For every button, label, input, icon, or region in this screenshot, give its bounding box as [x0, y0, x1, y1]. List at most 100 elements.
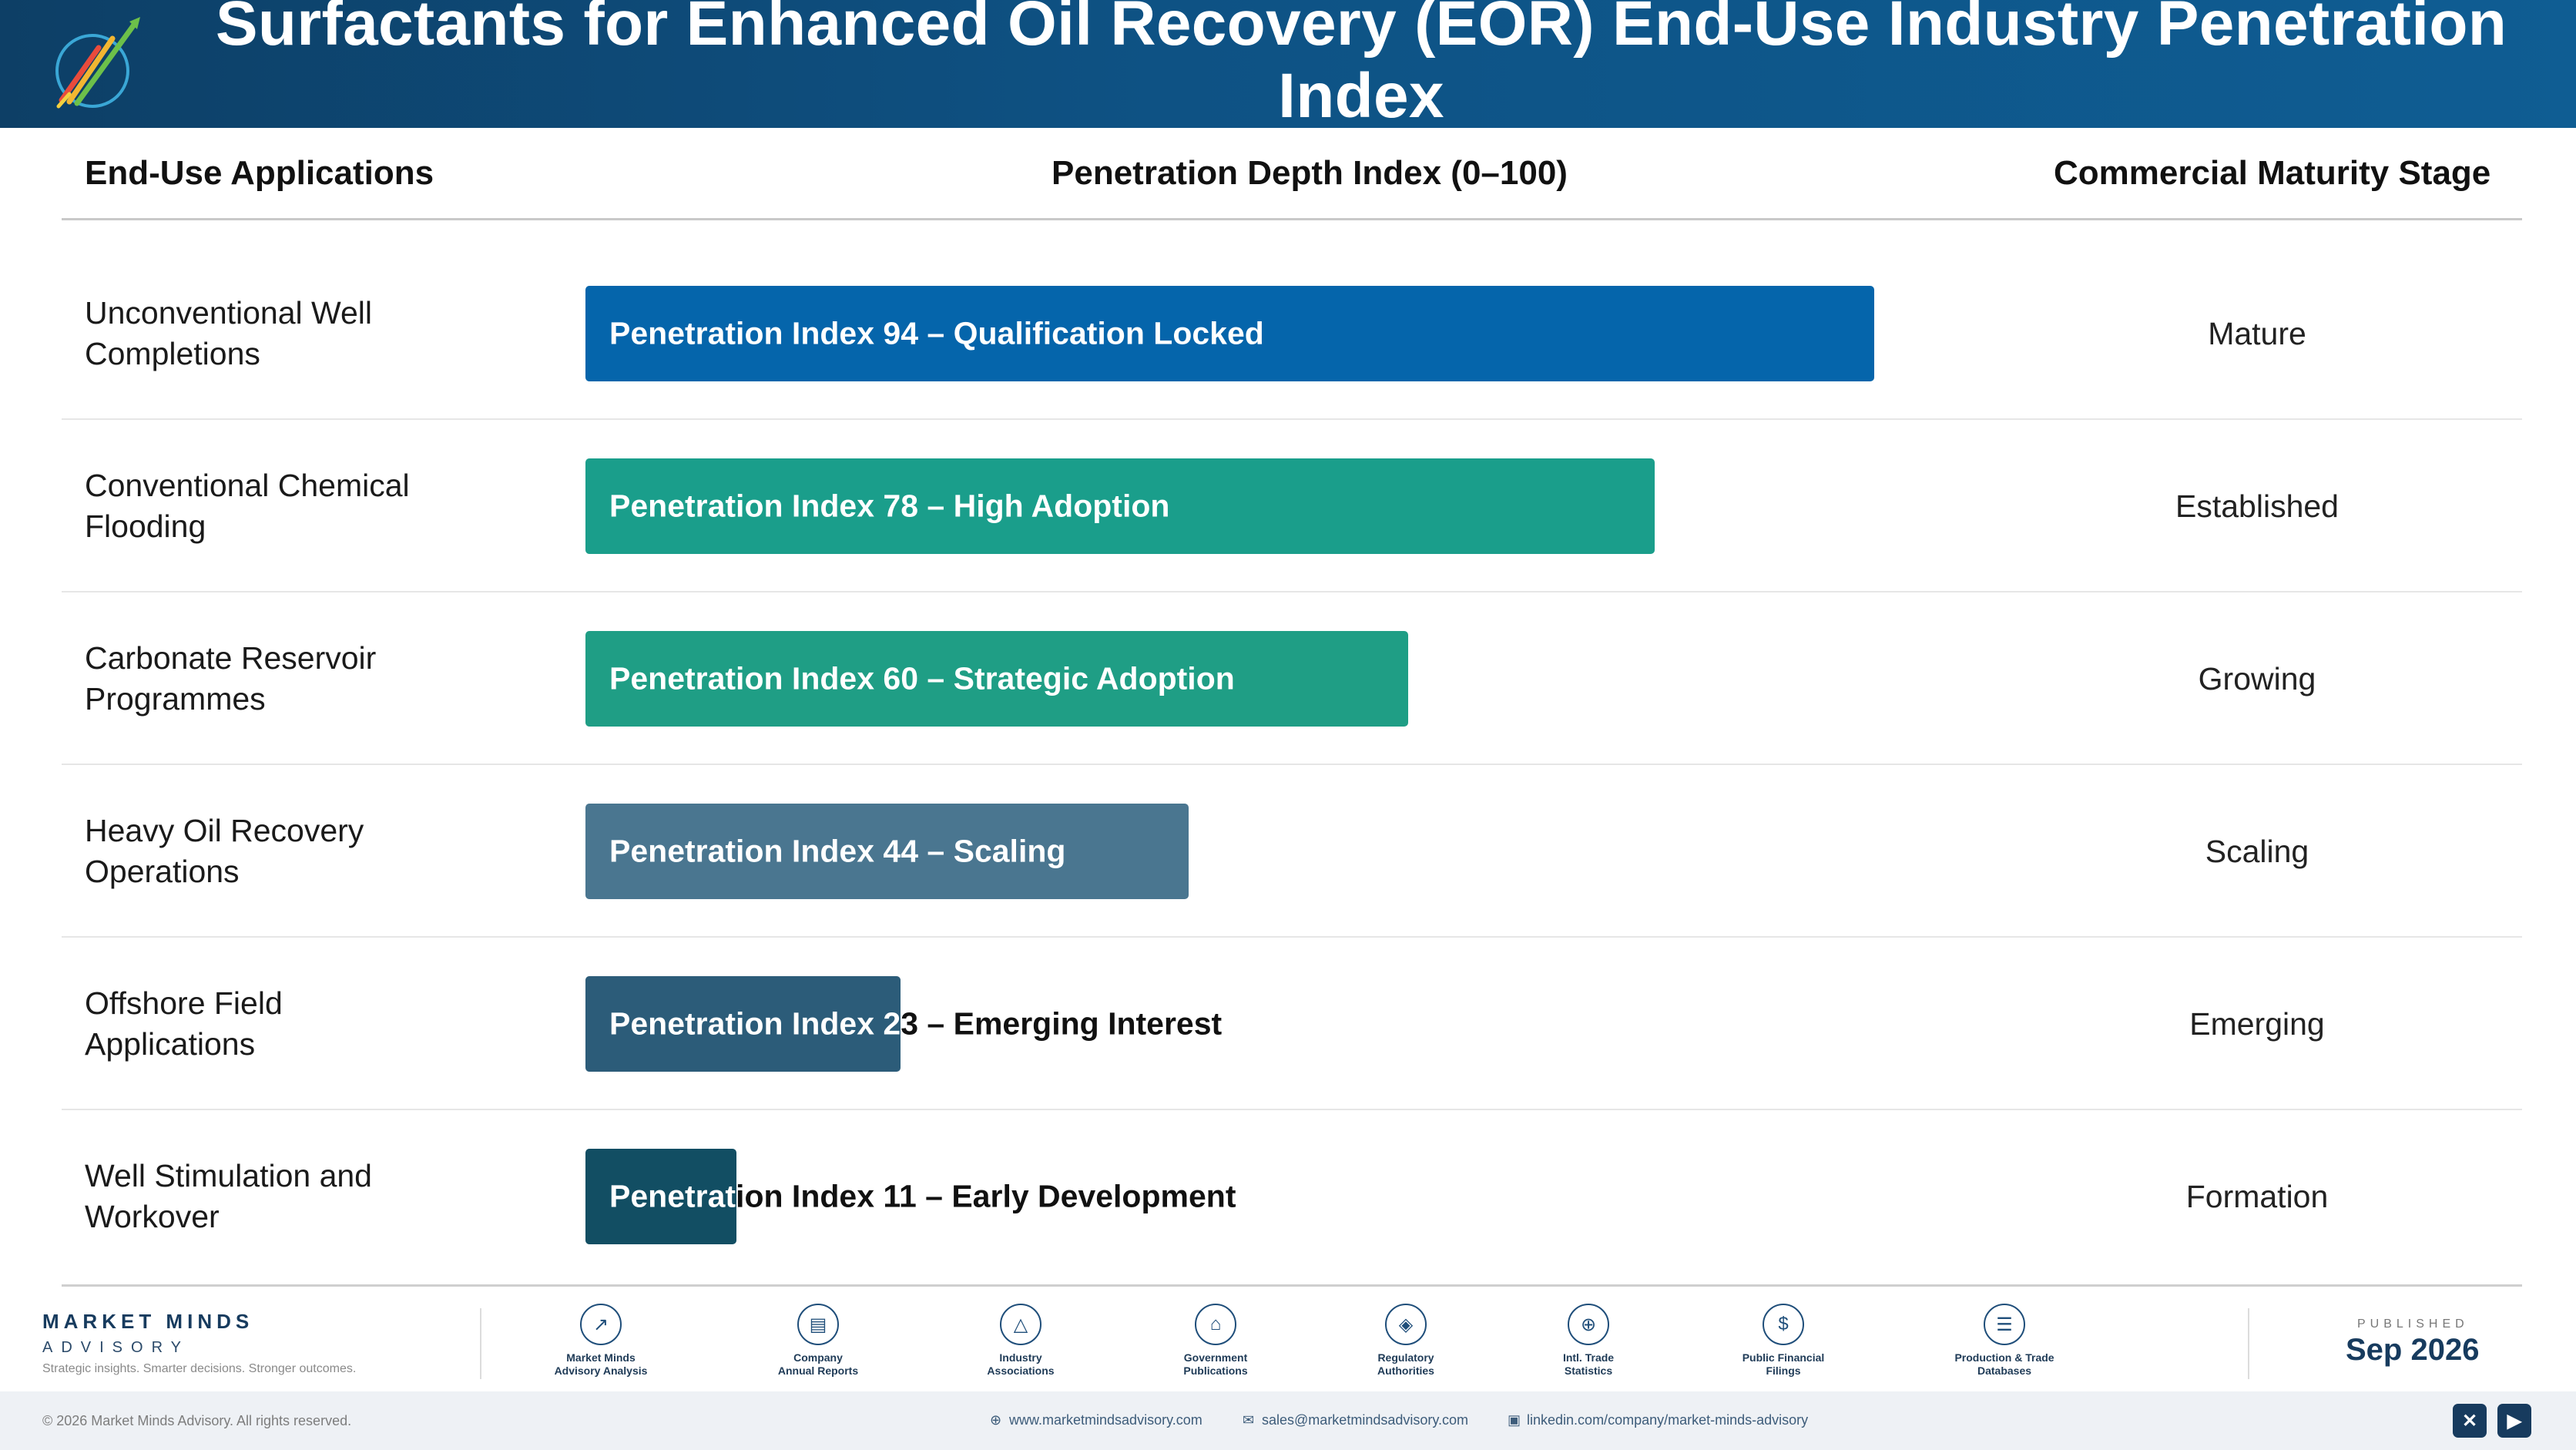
page-title: Surfactants for Enhanced Oil Recovery (E… — [215, 0, 2507, 128]
data-source-label-line: Industry — [999, 1351, 1042, 1364]
bar-label: Penetration Index 11 – Early Development — [609, 1178, 1236, 1214]
footer: MARKET MINDS ADVISORY Strategic insights… — [0, 1294, 2576, 1388]
data-source-label-line: Regulatory — [1377, 1351, 1434, 1364]
bar — [585, 458, 1655, 554]
table-row: Conventional Chemical Flooding Penetration… — [62, 420, 2522, 592]
title-banner: Surfactants for Enhanced Oil Recovery (E… — [0, 0, 2576, 128]
data-source-label-line: Production & Trade — [1954, 1351, 2054, 1364]
category-label-line: Well Stimulation and — [85, 1158, 372, 1193]
linkedin-text: linkedin.com/company/market-minds-adviso… — [1527, 1412, 1809, 1428]
bar-area: Penetration Index 94 – Qualification Loc… — [585, 247, 1957, 420]
data-source-label-line: Annual Reports — [777, 1364, 859, 1377]
bar — [585, 286, 1875, 381]
maturity-stage: Formation — [2185, 1178, 2329, 1214]
data-source-label-line: Intl. Trade — [1562, 1351, 1615, 1364]
category-label-line: Offshore Field — [85, 985, 283, 1021]
table-row: Offshore Field Applications Penetration In… — [62, 938, 2522, 1110]
chart-bottom-divider — [62, 1284, 2522, 1287]
maturity-stage: Scaling — [2205, 833, 2309, 869]
x-social-icon[interactable]: ✕ — [2453, 1404, 2487, 1438]
copyright-text: © 2026 Market Minds Advisory. All rights… — [42, 1413, 352, 1428]
category-label-line: Conventional Chemical — [85, 468, 410, 503]
data-source-item: ⌂ Government Publications — [1146, 1304, 1285, 1378]
table-row: Heavy Oil Recovery Operations Penetration … — [62, 765, 2522, 938]
bar-label: Penetration Index 44 – Scaling — [609, 833, 1066, 869]
column-heading-stage: Commercial Maturity Stage — [2054, 154, 2491, 192]
data-source-label-line: Advisory Analysis — [554, 1364, 648, 1377]
line-chart-icon: ↗ — [580, 1304, 622, 1345]
table-row: Carbonate Reservoir Programmes Penetration… — [62, 592, 2522, 765]
data-source-label-line: Public Financial — [1742, 1351, 1825, 1364]
coin-icon: $ — [1763, 1304, 1804, 1345]
row-divider — [62, 936, 2522, 938]
bar — [585, 976, 901, 1072]
maturity-stage: Emerging — [2189, 1005, 2325, 1042]
row-divider — [62, 764, 2522, 765]
footer-divider — [2248, 1308, 2249, 1379]
bar-label: Penetration Index 94 – Qualification Loc… — [609, 315, 1264, 351]
category-label-line: Unconventional Well — [85, 295, 373, 331]
category-label: Offshore Field Applications — [85, 938, 516, 1110]
bar — [585, 804, 1189, 899]
mail-icon: ✉ — [1243, 1412, 1255, 1428]
row-divider — [62, 1109, 2522, 1110]
email-link[interactable]: ✉ sales@marketmindsadvisory.com — [1243, 1412, 1468, 1428]
bar — [585, 1149, 736, 1244]
linkedin-link[interactable]: ▣ linkedin.com/company/market-minds-advi… — [1508, 1412, 1808, 1428]
maturity-stage: Growing — [2198, 660, 2316, 696]
data-source-item: ▤ Company Annual Reports — [749, 1304, 887, 1378]
category-label-line: Programmes — [85, 681, 266, 717]
published-label: PUBLISHED — [2357, 1317, 2469, 1331]
data-source-label-line: Statistics — [1564, 1364, 1613, 1377]
email-text: sales@marketmindsadvisory.com — [1262, 1412, 1469, 1428]
website-text: www.marketmindsadvisory.com — [1009, 1412, 1202, 1428]
website-link[interactable]: ⊕ www.marketmindsadvisory.com — [990, 1412, 1202, 1428]
data-source-label-line: Company — [793, 1351, 843, 1364]
document-icon: ▤ — [797, 1304, 839, 1345]
youtube-social-icon[interactable]: ▶ — [2497, 1404, 2531, 1438]
data-source-label-line: Government — [1183, 1351, 1248, 1364]
data-source-label: Production & Trade Databases — [1935, 1351, 2074, 1378]
maturity-stage: Established — [2175, 488, 2339, 524]
published-date: Sep 2026 — [2346, 1333, 2480, 1367]
data-source-item: ⊕ Intl. Trade Statistics — [1519, 1304, 1658, 1378]
footer-divider — [480, 1308, 481, 1379]
data-source-label-line: Databases — [1977, 1364, 2032, 1377]
bar — [585, 631, 1408, 727]
data-source-item: ↗ Market Minds Advisory Analysis — [532, 1304, 670, 1378]
data-source-label: Regulatory Authorities — [1337, 1351, 1475, 1378]
data-source-label: Government Publications — [1146, 1351, 1285, 1378]
data-source-label-line: Market Minds — [566, 1351, 636, 1364]
column-heading-index: Penetration Depth Index (0–100) — [1052, 154, 1568, 192]
category-label: Conventional Chemical Flooding — [85, 420, 516, 592]
copyright-bar: © 2026 Market Minds Advisory. All rights… — [0, 1391, 2576, 1450]
bar-label: Penetration Index 23 – Emerging Interest — [609, 1005, 1223, 1042]
maturity-stage: Mature — [2208, 315, 2306, 351]
row-divider — [62, 418, 2522, 420]
category-label-line: Heavy Oil Recovery — [85, 813, 364, 848]
category-label: Well Stimulation and Workover — [85, 1110, 516, 1283]
bar-area: Penetration Index 78 – High Adoption — [585, 420, 1957, 592]
column-heading-applications: End-Use Applications — [85, 154, 434, 192]
category-label: Carbonate Reservoir Programmes — [85, 592, 516, 765]
category-label: Heavy Oil Recovery Operations — [85, 765, 516, 938]
table-row: Unconventional Well Completions Penetratio… — [62, 247, 2522, 420]
data-source-label: Market Minds Advisory Analysis — [532, 1351, 670, 1378]
data-source-label-line: Filings — [1766, 1364, 1801, 1377]
data-source-label: Company Annual Reports — [749, 1351, 887, 1378]
header-divider — [62, 218, 2522, 220]
data-source-item: $ Public Financial Filings — [1714, 1304, 1853, 1378]
brand-tagline: Strategic insights. Smarter decisions. S… — [42, 1362, 357, 1375]
globe-icon: ⊕ — [1568, 1304, 1609, 1345]
data-source-label-line: Associations — [987, 1364, 1055, 1377]
data-source-label-line: Authorities — [1377, 1364, 1434, 1377]
category-label-line: Carbonate Reservoir — [85, 640, 377, 676]
data-source-label: Public Financial Filings — [1714, 1351, 1853, 1378]
bar-area: Penetration Index 44 – Scaling — [585, 765, 1957, 938]
category-label: Unconventional Well Completions — [85, 247, 516, 420]
data-source-label: Industry Associations — [951, 1351, 1090, 1378]
data-source-item: ◈ Regulatory Authorities — [1337, 1304, 1475, 1378]
linkedin-icon: ▣ — [1508, 1412, 1521, 1428]
row-divider — [62, 591, 2522, 592]
